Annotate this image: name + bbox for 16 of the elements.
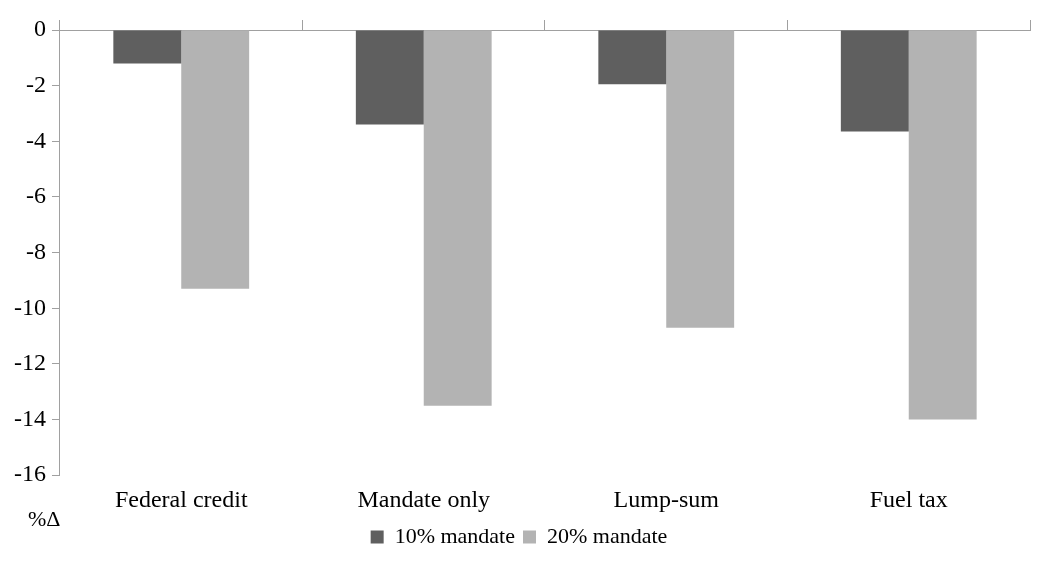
y-tick-label: -14: [13, 404, 46, 431]
y-tick-label: -8: [25, 237, 46, 264]
x-tick-label: Fuel tax: [869, 485, 948, 512]
x-tick-label: Federal credit: [114, 485, 248, 512]
legend-label: 20% mandate: [547, 522, 668, 548]
y-tick-label: 0: [33, 15, 46, 42]
x-tick-label: Lump-sum: [613, 485, 720, 512]
y-tick-label: -16: [13, 460, 46, 487]
y-axis-title: %Δ: [28, 506, 61, 532]
y-tick-label: -4: [25, 126, 46, 153]
legend-label: 10% mandate: [394, 522, 516, 548]
y-tick-label: -12: [13, 349, 46, 376]
x-tick-label: Mandate only: [357, 485, 491, 512]
y-tick-label: -6: [25, 182, 46, 209]
y-tick-label: -2: [25, 70, 46, 97]
y-tick-label: -10: [13, 293, 46, 320]
